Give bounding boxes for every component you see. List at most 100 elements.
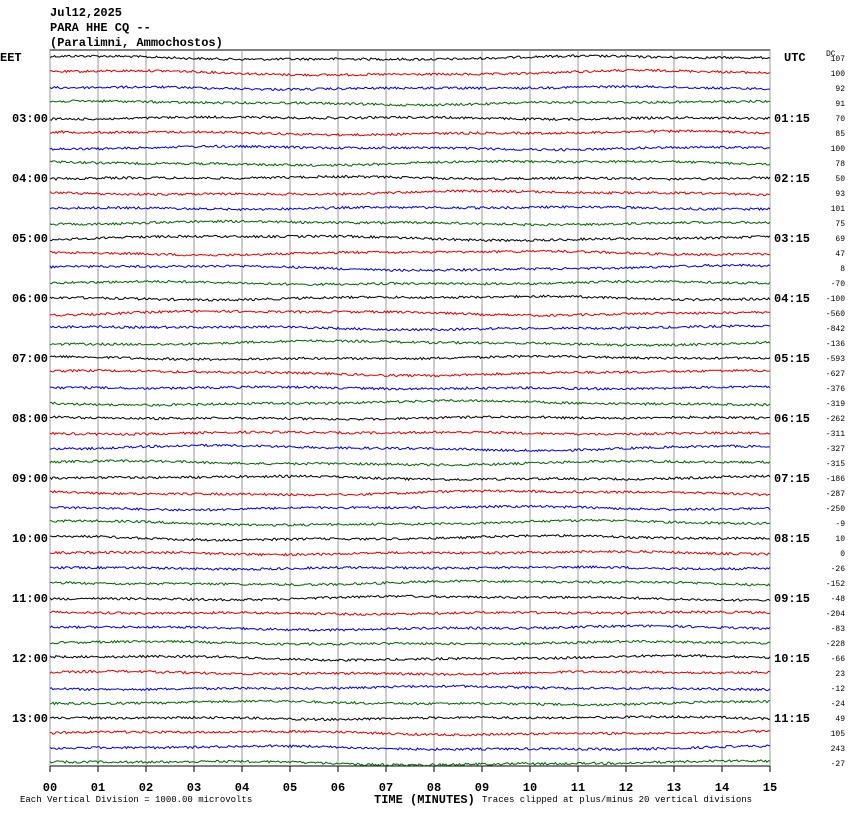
dc-offset: -627 — [826, 370, 845, 379]
dc-offset: -9 — [835, 520, 845, 529]
trace — [49, 174, 771, 181]
trace — [49, 115, 771, 122]
dc-offset: 243 — [831, 745, 846, 754]
trace — [49, 68, 771, 77]
dc-offset: -327 — [826, 445, 845, 454]
dc-offset: -70 — [831, 280, 846, 289]
right-time-label: 06:15 — [774, 412, 810, 426]
station: PARA HHE CQ -- — [50, 21, 151, 35]
dc-offset: 105 — [831, 730, 846, 739]
dc-offset: -204 — [826, 610, 845, 619]
dc-offset: 78 — [835, 160, 845, 169]
x-tick-label: 04 — [235, 781, 249, 795]
trace — [49, 549, 771, 557]
dc-offset: 100 — [831, 70, 846, 79]
labels: 00 01 02 03 04 05 06 07 08 09 10 11 12 13 14 1510710092… — [12, 55, 845, 795]
trace — [49, 518, 771, 527]
dc-offset: -319 — [826, 400, 845, 409]
trace — [49, 54, 771, 61]
trace — [49, 533, 771, 542]
dc-offset: 49 — [835, 715, 845, 724]
dc-offset: -560 — [826, 310, 845, 319]
right-time-label: 02:15 — [774, 172, 810, 186]
trace — [49, 565, 771, 572]
left-time-label: 06:00 — [12, 292, 48, 306]
trace — [49, 354, 771, 361]
x-tick-label: 11 — [571, 781, 585, 795]
dc-offset: 100 — [831, 145, 846, 154]
x-tick-label: 03 — [187, 781, 201, 795]
dc-offset: -842 — [826, 325, 845, 334]
dc-offset: -311 — [826, 430, 845, 439]
trace — [49, 594, 771, 602]
dc-offset: -250 — [826, 505, 845, 514]
dc-offset: -593 — [826, 355, 845, 364]
x-tick-label: 07 — [379, 781, 393, 795]
trace — [49, 368, 771, 378]
trace — [49, 205, 771, 212]
grid — [49, 50, 771, 772]
location: (Paralimni, Ammochostos) — [50, 36, 223, 50]
trace — [49, 279, 771, 286]
trace — [49, 219, 771, 227]
trace — [49, 339, 771, 347]
x-tick-label: 06 — [331, 781, 345, 795]
x-tick-label: 09 — [475, 781, 489, 795]
trace — [49, 653, 771, 662]
trace — [49, 430, 771, 437]
dc-offset: -26 — [831, 565, 846, 574]
dc-offset: -228 — [826, 640, 845, 649]
clip-note: Traces clipped at plus/minus 20 vertical… — [482, 795, 752, 805]
left-time-label: 08:00 — [12, 412, 48, 426]
dc-offset: -136 — [826, 340, 845, 349]
x-tick-label: 13 — [667, 781, 681, 795]
left-time-label: 03:00 — [12, 112, 48, 126]
dc-offset: 75 — [835, 220, 845, 229]
right-zone: UTC — [784, 51, 806, 65]
x-tick-label: 14 — [715, 781, 729, 795]
traces — [49, 54, 771, 767]
right-time-label: 01:15 — [774, 112, 810, 126]
dc-offset: -48 — [831, 595, 846, 604]
dc-offset: 8 — [840, 265, 845, 274]
left-time-label: 12:00 — [12, 652, 48, 666]
dc-offset: -376 — [826, 385, 845, 394]
dc-offset: 92 — [835, 85, 845, 94]
dc-label: DC — [826, 50, 836, 59]
x-tick-label: 15 — [763, 781, 777, 795]
x-tick-label: 12 — [619, 781, 633, 795]
left-time-label: 13:00 — [12, 712, 48, 726]
trace — [49, 639, 771, 646]
dc-offset: -66 — [831, 655, 846, 664]
left-time-label: 11:00 — [12, 592, 48, 606]
dc-offset: 70 — [835, 115, 845, 124]
dc-offset: -186 — [826, 475, 845, 484]
dc-offset: -152 — [826, 580, 845, 589]
trace — [49, 385, 771, 391]
left-time-label: 04:00 — [12, 172, 48, 186]
left-time-label: 07:00 — [12, 352, 48, 366]
x-label: TIME (MINUTES) — [374, 793, 475, 807]
trace — [49, 699, 771, 707]
dc-offset: -12 — [831, 685, 846, 694]
dc-offset: -24 — [831, 700, 846, 709]
trace — [49, 729, 771, 737]
trace — [49, 624, 771, 632]
trace — [49, 669, 771, 676]
right-time-label: 09:15 — [774, 592, 810, 606]
trace — [49, 398, 771, 407]
trace — [49, 324, 771, 332]
dc-offset: 107 — [831, 55, 846, 64]
trace — [50, 249, 771, 257]
trace — [49, 579, 771, 587]
x-tick-label: 05 — [283, 781, 297, 795]
trace — [49, 129, 770, 137]
dc-offset: -27 — [831, 760, 846, 769]
dc-offset: 23 — [835, 670, 845, 679]
dc-offset: -315 — [826, 460, 845, 469]
trace — [49, 474, 771, 482]
trace — [49, 159, 771, 167]
trace — [49, 144, 771, 152]
dc-offset: 50 — [835, 175, 845, 184]
